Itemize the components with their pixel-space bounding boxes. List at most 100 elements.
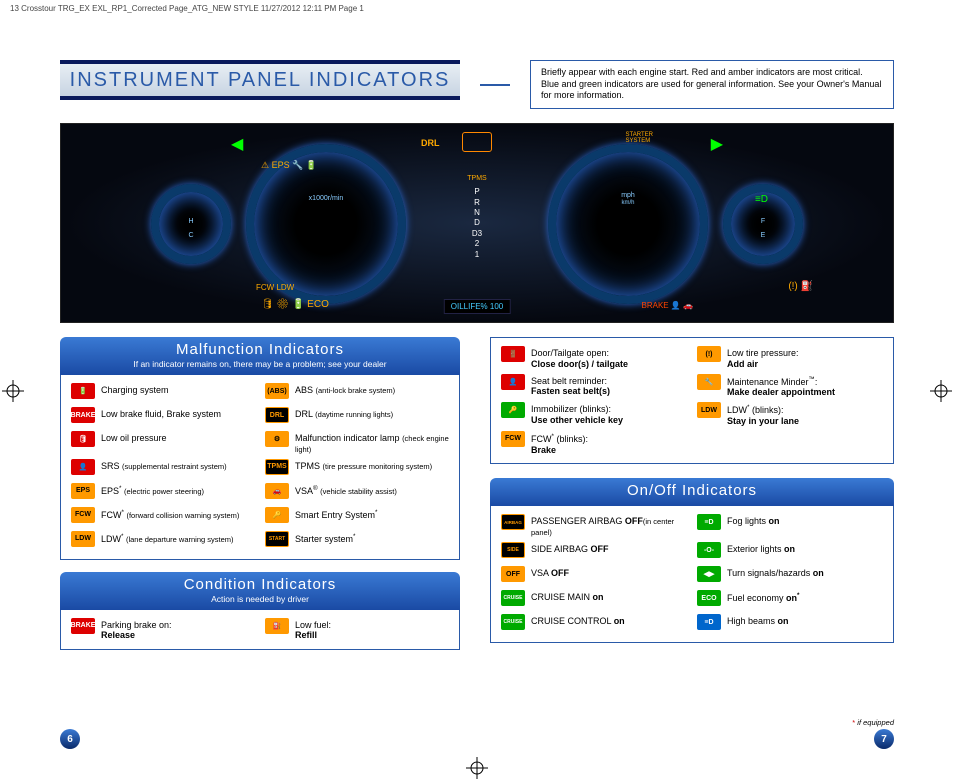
indicator-item: 🚗 VSA® (vehicle stability assist) [265,483,449,503]
registration-mark-icon [2,380,24,402]
panel-header: On/Off Indicators [490,478,894,506]
page-title: INSTRUMENT PANEL INDICATORS [70,69,451,92]
turn-right-icon: ▶ [711,134,723,154]
indicator-item: FCWFCW* (forward collision warning syste… [71,507,255,527]
indicator-icon: -O- [697,542,721,558]
indicators-grid: Malfunction Indicators If an indicator r… [60,337,894,662]
indicator-item: (!) Low tire pressure:Add air [697,346,883,370]
indicator-item: LDW LDW* (lane departure warning system) [71,531,255,551]
indicator-item: LDWLDW* (blinks):Stay in your lane [697,402,883,427]
indicator-icon: OFF [501,566,525,582]
indicator-icon: (ABS) [265,383,289,399]
left-column: Malfunction Indicators If an indicator r… [60,337,460,662]
indicator-text: Low tire pressure:Add air [727,346,799,370]
warning-icons-row: (!) ⛽ [788,281,813,292]
indicator-text: Exterior lights on [727,542,795,555]
indicator-text: TPMS (tire pressure monitoring system) [295,459,432,472]
indicator-text: FCW* (blinks):Brake [531,431,588,456]
indicator-text: Immobilizer (blinks):Use other vehicle k… [531,402,623,426]
indicator-icon: 👤 [71,459,95,475]
indicator-icon: CRUISE [501,590,525,606]
panel-title: On/Off Indicators [500,482,884,499]
indicator-text: ABS (anti-lock brake system) [295,383,395,396]
panel-body: 🔋Charging system (ABS) ABS (anti-lock brak… [60,375,460,560]
indicator-text: SRS (supplemental restraint system) [101,459,227,472]
turn-left-icon: ◀ [231,134,243,154]
indicator-icon: EPS [71,483,95,499]
panel-subtitle: Action is needed by driver [70,594,450,604]
indicator-item: FCWFCW* (blinks):Brake [501,431,687,456]
indicator-text: Seat belt reminder:Fasten seat belt(s) [531,374,610,398]
warning-icons-row: ⚠ EPS 🔧 🔋 [261,160,317,171]
indicator-item: ◀▶ Turn signals/hazards on [697,566,883,586]
page-number-left: 6 [60,729,80,749]
indicator-text: SIDE AIRBAG OFF [531,542,609,555]
title-connector [480,84,510,86]
indicator-item: 🔋Charging system [71,383,255,403]
malfunction-panel: Malfunction Indicators If an indicator r… [60,337,460,560]
starter-label: STARTER SYSTEM [626,132,653,144]
indicator-icon: 🚗 [265,483,289,499]
indicator-text: Maintenance Minder™:Make dealer appointm… [727,374,835,399]
indicator-icon: SIDE [501,542,525,558]
indicator-item: 🔑Smart Entry System* [265,507,449,527]
indicator-icon: 👤 [501,374,525,390]
indicator-icon: 🚪 [501,346,525,362]
panel-header: Malfunction Indicators If an indicator r… [60,337,460,375]
indicator-text: Parking brake on:Release [101,618,172,642]
indicator-item: BRAKE Parking brake on:Release [71,618,255,642]
indicator-icon: ⚙ [265,431,289,447]
indicator-icon: 🔑 [265,507,289,523]
indicator-item: ECO Fuel economy on* [697,590,883,610]
indicator-icon: CRUISE [501,614,525,630]
indicator-item: 🚪 Door/Tailgate open:Close door(s) / tail… [501,346,687,370]
indicator-icon: ≡D [697,614,721,630]
condition2-panel: 🚪 Door/Tailgate open:Close door(s) / tail… [490,337,894,464]
indicator-item: SIDE SIDE AIRBAG OFF [501,542,687,562]
indicator-text: LDW* (lane departure warning system) [101,531,234,545]
indicator-icon: LDW [697,402,721,418]
page-number-right: 7 [874,729,894,749]
indicator-icon: (!) [697,346,721,362]
indicator-icon: TPMS [265,459,289,475]
warning-icons-row: BRAKE 👤 🚗 [642,301,694,310]
indicator-text: Turn signals/hazards on [727,566,824,579]
indicator-icon: AIRBAG [501,514,525,530]
temp-gauge: HC [151,184,231,264]
indicator-item: 🔧Maintenance Minder™:Make dealer appoint… [697,374,883,399]
right-column: 🚪 Door/Tailgate open:Close door(s) / tail… [490,337,894,662]
indicator-text: PASSENGER AIRBAG OFF(in center panel) [531,514,687,538]
indicator-item: ⚙ Malfunction indicator lamp (check engin… [265,431,449,455]
indicator-text: Low oil pressure [101,431,167,444]
indicator-icon: ECO [697,590,721,606]
gear-indicator: TPMS P R N D D3 2 1 [467,174,486,260]
panel-title: Malfunction Indicators [70,341,450,358]
indicator-item: (ABS) ABS (anti-lock brake system) [265,383,449,403]
indicator-item: DRLDRL (daytime running lights) [265,407,449,427]
speedometer: mph km/h [548,144,708,304]
panel-body: 🚪 Door/Tailgate open:Close door(s) / tail… [490,337,894,464]
indicator-item: 🔑Immobilizer (blinks):Use other vehicle … [501,402,687,427]
indicator-text: Low fuel:Refill [295,618,331,642]
indicator-icon: LDW [71,531,95,547]
indicator-item: CRUISE CRUISE MAIN on [501,590,687,610]
page-content: INSTRUMENT PANEL INDICATORS Briefly appe… [60,60,894,751]
indicator-text: Charging system [101,383,169,396]
warning-icons-row: 🛢 ⚙ 🔋 ECO [261,299,329,310]
indicator-icon: BRAKE [71,618,95,634]
indicator-icon: ≡D [697,514,721,530]
indicator-icon: ◀▶ [697,566,721,582]
indicator-text: High beams on [727,614,789,627]
indicator-item: TPMS TPMS (tire pressure monitoring syste… [265,459,449,479]
indicator-text: Door/Tailgate open:Close door(s) / tailg… [531,346,628,370]
indicator-text: Malfunction indicator lamp (check engine… [295,431,449,455]
indicator-text: CRUISE MAIN on [531,590,604,603]
indicator-text: EPS* (electric power steering) [101,483,204,497]
indicator-text: VSA® (vehicle stability assist) [295,483,397,497]
indicator-text: Fuel economy on* [727,590,799,604]
indicator-text: Fog lights on [727,514,780,527]
indicator-item: STARTStarter system* [265,531,449,551]
car-outline-icon [462,132,492,152]
indicator-icon: BRAKE [71,407,95,423]
page-title-box: INSTRUMENT PANEL INDICATORS [60,60,460,100]
